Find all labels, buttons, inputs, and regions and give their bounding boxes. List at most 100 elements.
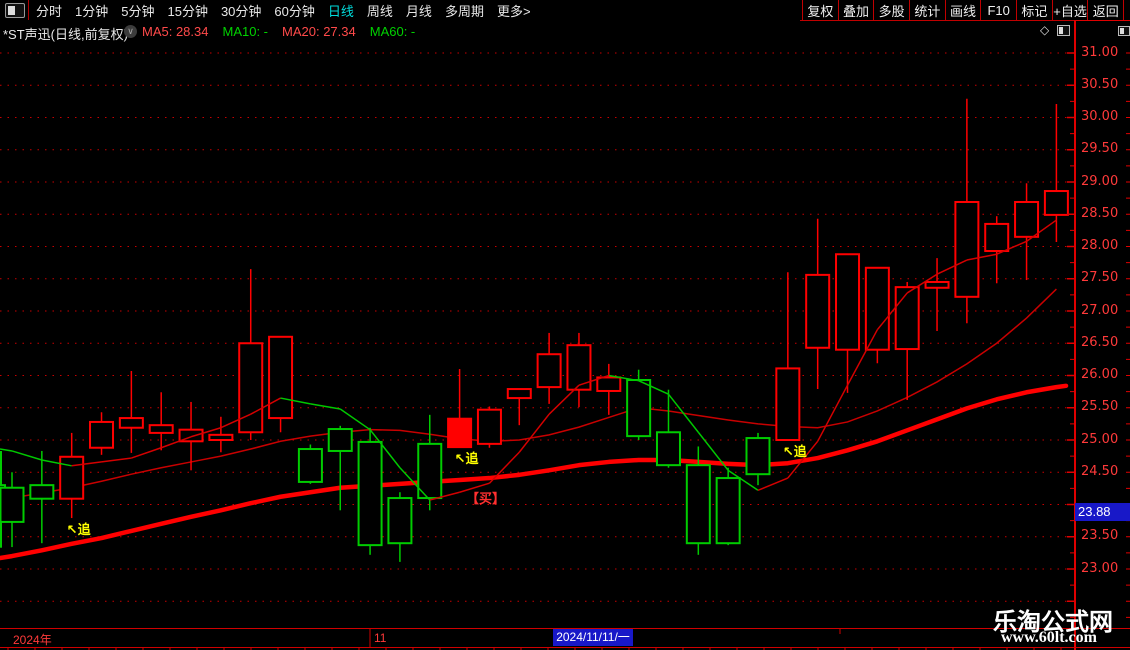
candle <box>506 388 532 426</box>
period-item[interactable]: 1分钟 <box>75 3 109 19</box>
candle <box>417 414 443 511</box>
y-axis-label: 29.00 <box>1081 173 1119 189</box>
action-button[interactable]: 复权 <box>802 0 838 20</box>
ma-value: MA60: - <box>369 24 416 39</box>
candle <box>327 425 353 511</box>
action-button[interactable]: 多股 <box>873 0 909 20</box>
y-axis-label: 27.50 <box>1081 270 1119 286</box>
y-axis-label: 26.00 <box>1081 367 1119 382</box>
candle <box>208 416 234 453</box>
candle <box>297 444 323 484</box>
axis-corner-icon[interactable] <box>1118 26 1130 36</box>
candle <box>894 281 920 401</box>
y-axis-label: 25.00 <box>1081 431 1119 447</box>
candle <box>835 253 861 393</box>
candle <box>536 332 562 404</box>
candle <box>118 370 144 453</box>
candle <box>1014 183 1040 281</box>
candle <box>685 446 711 555</box>
candle <box>715 467 741 546</box>
action-button[interactable]: 叠加 <box>837 0 874 20</box>
candle <box>954 98 980 324</box>
y-axis-label: 31.00 <box>1081 44 1119 60</box>
candle <box>387 492 413 562</box>
buy-signal-label: 【买】 <box>466 490 506 506</box>
period-item[interactable]: 30分钟 <box>220 3 262 19</box>
candle <box>745 432 771 486</box>
action-button[interactable]: 画线 <box>944 0 981 20</box>
x-axis-month-label: 11 <box>374 631 387 645</box>
y-axis-label: 29.50 <box>1081 141 1119 157</box>
x-axis-year-label: 2024年 <box>13 633 52 647</box>
candle <box>357 427 383 555</box>
candle <box>148 392 174 451</box>
y-axis-label: 23.00 <box>1081 560 1119 576</box>
y-axis-label: 30.00 <box>1081 109 1119 124</box>
y-axis-label: 25.50 <box>1081 399 1119 415</box>
pane-window-icon[interactable] <box>1057 25 1070 36</box>
candles <box>0 98 1069 562</box>
ma-value: MA10: - <box>222 24 269 39</box>
y-axis-label: 23.50 <box>1081 528 1119 544</box>
ma20-line <box>0 288 1057 502</box>
period-menu: 分时 1分钟 5分钟 15分钟 30分钟 60分钟 日线 周线 月线 多周期 更多> <box>36 0 544 20</box>
ma-value: MA20: 27.34 <box>282 24 356 39</box>
candle <box>447 369 473 449</box>
candle <box>566 332 592 408</box>
watermark-url: www.60lt.com <box>1001 629 1097 646</box>
candle <box>238 269 264 440</box>
stock-title: *ST声迅(日线,前复权) <box>3 27 128 42</box>
period-item[interactable]: 5分钟 <box>121 3 155 19</box>
candle <box>476 406 502 448</box>
action-button[interactable]: 标记 <box>1016 0 1052 20</box>
candle <box>655 389 681 468</box>
action-button[interactable]: 返回 <box>1087 0 1125 20</box>
action-button[interactable]: F10 <box>980 0 1016 20</box>
candle <box>268 335 294 433</box>
y-axis-label: 30.50 <box>1081 76 1119 92</box>
period-item[interactable]: 周线 <box>366 3 393 19</box>
y-axis-label: 28.50 <box>1081 205 1119 221</box>
action-menu: 复权 叠加 多股 统计 画线 F10 标记 +自选 返回 <box>802 0 1125 20</box>
toolbar-underline <box>800 20 1130 21</box>
candle <box>29 450 55 544</box>
candle <box>775 272 801 441</box>
period-item[interactable]: 分时 <box>36 3 63 19</box>
chase-signal-label: ↖追 <box>782 444 807 459</box>
period-item[interactable]: 多周期 <box>444 3 484 19</box>
action-button[interactable]: 统计 <box>909 0 945 20</box>
candle <box>89 412 115 455</box>
chase-signal-label: ↖追 <box>454 451 479 467</box>
watermark-title: 乐淘公式网 <box>993 609 1113 636</box>
ma-value: MA5: 28.34 <box>142 24 209 39</box>
info-bar: *ST声迅(日线,前复权) ∨ MA5: 28.34 MA10: - MA20: 2… <box>0 21 1074 42</box>
candle <box>0 472 25 548</box>
candle <box>805 218 831 390</box>
trend-line <box>0 383 1069 561</box>
period-item[interactable]: 更多> <box>496 3 531 19</box>
y-axis-label: 26.50 <box>1081 334 1119 350</box>
selected-date-badge: 2024/11/11/一 <box>553 629 633 646</box>
diamond-icon[interactable]: ◇ <box>1040 23 1050 37</box>
action-button[interactable]: +自选 <box>1051 0 1088 20</box>
candle <box>596 363 622 415</box>
period-item[interactable]: 日线 <box>327 3 354 19</box>
candle <box>1043 103 1069 242</box>
current-price-badge: 23.88 <box>1075 503 1130 521</box>
y-axis-label: 28.00 <box>1081 238 1119 253</box>
chase-signal-label: ↖追 <box>66 522 91 538</box>
toolbar-divider <box>28 0 29 20</box>
candle <box>924 258 950 331</box>
period-item[interactable]: 15分钟 <box>167 3 208 19</box>
candle <box>984 216 1010 284</box>
y-axis-label: 24.50 <box>1081 463 1119 479</box>
ma-legend: MA5: 28.34 MA10: - MA20: 27.34 MA60: - <box>142 24 429 39</box>
split-window-icon[interactable] <box>5 3 25 18</box>
chevron-down-icon[interactable]: ∨ <box>124 25 137 38</box>
y-axis-label: 27.00 <box>1081 302 1119 318</box>
period-item[interactable]: 60分钟 <box>274 3 315 19</box>
ma5-line <box>0 219 1057 501</box>
period-item[interactable]: 月线 <box>405 3 432 19</box>
